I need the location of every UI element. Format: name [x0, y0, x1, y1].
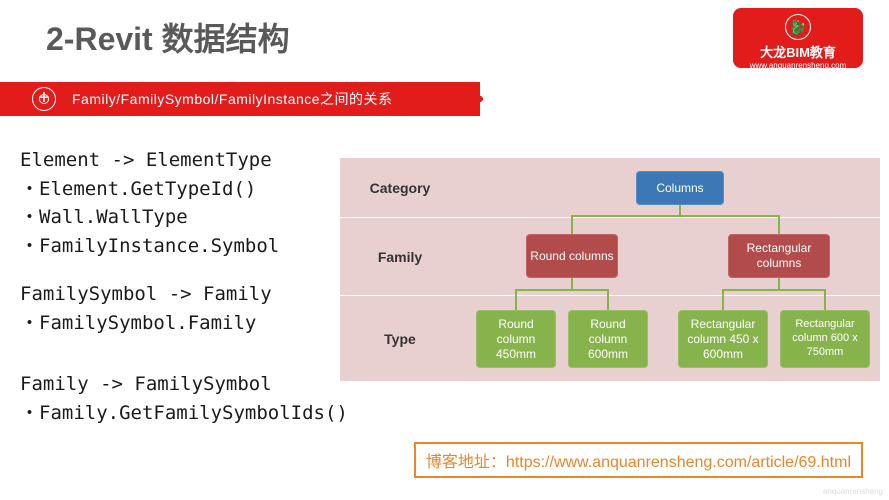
blog-label: 博客地址：: [426, 454, 506, 471]
brand-name: 大龙BIM教育: [733, 42, 863, 61]
diagram-row-family: Family Round columns Rectangular columns: [340, 218, 880, 296]
section-ribbon: Family/FamilySymbol/FamilyInstance之间的关系: [0, 82, 480, 116]
ribbon-text: Family/FamilySymbol/FamilyInstance之间的关系: [72, 89, 393, 109]
row-label: Family: [340, 249, 460, 265]
block-header: Element -> ElementType: [20, 146, 279, 175]
node-type: Round column 600mm: [568, 310, 648, 368]
watermark: anquanrensheng: [823, 487, 883, 496]
bullet: FamilyInstance.Symbol: [20, 232, 279, 261]
code-block-3: Family -> FamilySymbol Family.GetFamilyS…: [20, 370, 348, 427]
brand-badge: 🐉 大龙BIM教育 www.anquanrensheng.com: [733, 8, 863, 68]
dragon-icon: 🐉: [785, 14, 811, 40]
row-label: Category: [340, 180, 460, 196]
brand-url: www.anquanrensheng.com: [733, 61, 863, 70]
code-block-2: FamilySymbol -> Family FamilySymbol.Fami…: [20, 280, 272, 337]
node-rectangular-columns: Rectangular columns: [728, 234, 830, 278]
bullet: Family.GetFamilySymbolIds(): [20, 399, 348, 428]
slide-title: 2-Revit 数据结构: [46, 14, 290, 60]
node-round-columns: Round columns: [526, 234, 618, 278]
target-icon: [32, 87, 56, 111]
node-type: Rectangular column 450 x 600mm: [678, 310, 768, 368]
hierarchy-diagram: Category Columns Family Round columns Re…: [340, 158, 880, 382]
node-type: Round column 450mm: [476, 310, 556, 368]
blog-url: https://www.anquanrensheng.com/article/6…: [506, 454, 851, 471]
blog-link-box[interactable]: 博客地址：https://www.anquanrensheng.com/arti…: [414, 442, 863, 478]
node-columns: Columns: [636, 171, 724, 205]
bullet: Wall.WallType: [20, 203, 279, 232]
block-header: Family -> FamilySymbol: [20, 370, 348, 399]
bullet: Element.GetTypeId(): [20, 175, 279, 204]
bullet: FamilySymbol.Family: [20, 309, 272, 338]
diagram-row-type: Type Round column 450mm Round column 600…: [340, 296, 880, 382]
node-type: Rectangular column 600 x 750mm: [780, 310, 870, 368]
diagram-row-category: Category Columns: [340, 158, 880, 218]
block-header: FamilySymbol -> Family: [20, 280, 272, 309]
row-label: Type: [340, 331, 460, 347]
code-block-1: Element -> ElementType Element.GetTypeId…: [20, 146, 279, 260]
